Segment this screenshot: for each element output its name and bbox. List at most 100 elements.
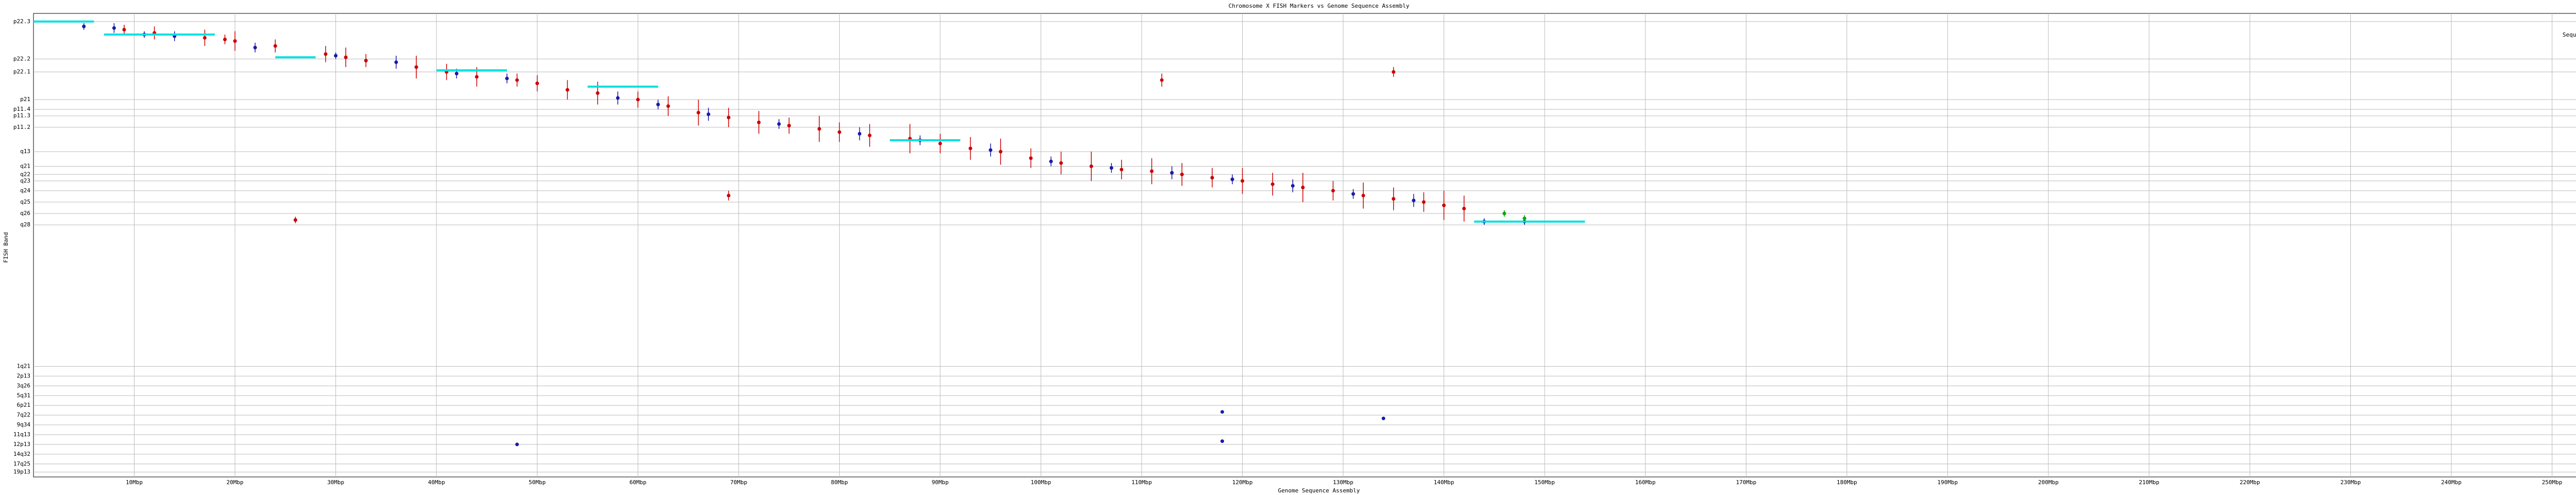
marker — [1230, 177, 1234, 182]
marker — [989, 148, 993, 152]
y-tick-label: p11.3 — [13, 112, 30, 119]
marker — [344, 55, 348, 59]
y-tick-label: p22.3 — [13, 18, 30, 25]
x-tick-label: 50Mbp — [529, 479, 546, 486]
marker — [253, 45, 257, 50]
marker — [697, 110, 701, 114]
marker — [1331, 189, 1335, 193]
marker — [202, 36, 207, 40]
x-tick-label: 130Mbp — [1333, 479, 1353, 486]
x-tick-label: 170Mbp — [1736, 479, 1756, 486]
marker — [817, 127, 821, 131]
marker — [414, 65, 418, 69]
x-tick-label: 140Mbp — [1434, 479, 1454, 486]
y-tick-label: 12p13 — [13, 441, 30, 448]
marker — [1291, 184, 1295, 188]
marker — [1220, 439, 1224, 443]
marker — [656, 103, 660, 107]
y-tick-label: 17q25 — [13, 460, 30, 467]
chart-title: Chromosome X FISH Markers vs Genome Sequ… — [1229, 3, 1410, 9]
marker — [112, 26, 116, 30]
x-tick-label: 10Mbp — [126, 479, 143, 486]
marker — [1160, 78, 1164, 82]
y-tick-label: 1q21 — [17, 363, 31, 370]
y-tick-label: q28 — [20, 221, 30, 228]
y-tick-label: 14q32 — [13, 451, 30, 457]
y-axis-label: FISH Band — [3, 232, 9, 263]
x-tick-label: 250Mbp — [2542, 479, 2563, 486]
y-tick-label: q13 — [20, 148, 30, 155]
marker — [726, 193, 731, 197]
y-tick-label: 9q34 — [17, 421, 31, 428]
x-tick-label: 230Mbp — [2341, 479, 2361, 486]
marker — [233, 39, 237, 43]
marker — [1412, 199, 1416, 203]
x-tick-label: 150Mbp — [1534, 479, 1555, 486]
marker — [1220, 410, 1224, 414]
y-tick-label: q22 — [20, 171, 30, 177]
marker — [334, 54, 338, 58]
marker — [223, 37, 227, 41]
y-tick-label: 19p13 — [13, 469, 30, 475]
marker — [1462, 207, 1466, 211]
y-tick-label: p22.1 — [13, 69, 30, 75]
y-tick-label: 6p21 — [17, 402, 31, 408]
marker — [474, 75, 479, 79]
marker — [857, 131, 861, 136]
y-tick-label: q25 — [20, 199, 30, 205]
x-tick-label: 120Mbp — [1232, 479, 1253, 486]
marker — [1150, 169, 1154, 173]
marker — [636, 97, 640, 102]
marker — [394, 60, 398, 64]
marker — [1049, 159, 1053, 163]
marker — [1180, 172, 1184, 176]
marker — [1442, 203, 1446, 207]
x-tick-label: 40Mbp — [428, 479, 445, 486]
marker — [1241, 179, 1245, 183]
span-line — [33, 20, 1585, 223]
marker — [1392, 70, 1396, 74]
y-tick-label: 7q22 — [17, 411, 31, 418]
marker — [1170, 171, 1174, 175]
marker — [1381, 416, 1385, 420]
x-tick-label: 80Mbp — [831, 479, 848, 486]
marker — [837, 130, 841, 134]
x-tick-label: 100Mbp — [1031, 479, 1052, 486]
marker — [505, 76, 509, 80]
y-tick-label: q23 — [20, 177, 30, 184]
x-tick-label: 110Mbp — [1131, 479, 1152, 486]
marker — [1522, 216, 1527, 220]
marker — [998, 150, 1003, 154]
marker — [1059, 161, 1063, 165]
y-tick-label: p11.2 — [13, 124, 30, 130]
marker — [1351, 192, 1355, 196]
marker — [1270, 182, 1275, 186]
marker — [82, 24, 86, 28]
marker — [777, 122, 781, 126]
marker — [1392, 197, 1396, 201]
marker — [273, 44, 277, 48]
marker — [324, 52, 328, 56]
marker — [293, 218, 297, 222]
plot-frame — [33, 13, 2576, 477]
y-tick-label: p22.2 — [13, 55, 30, 62]
x-tick-label: 180Mbp — [1837, 479, 1857, 486]
x-tick-label: 210Mbp — [2139, 479, 2160, 486]
marker — [364, 58, 368, 62]
marker — [1029, 156, 1033, 160]
x-tick-label: 160Mbp — [1635, 479, 1656, 486]
x-tick-label: 200Mbp — [2038, 479, 2059, 486]
marker — [1361, 193, 1365, 197]
x-tick-label: 60Mbp — [630, 479, 647, 486]
x-tick-label: 70Mbp — [730, 479, 747, 486]
marker — [454, 72, 459, 76]
marker — [666, 104, 670, 108]
marker — [1421, 200, 1426, 204]
y-tick-label: p11.4 — [13, 106, 30, 112]
y-tick-label: 2p13 — [17, 372, 31, 379]
x-tick-label: 30Mbp — [327, 479, 344, 486]
y-tick-label: q26 — [20, 210, 30, 217]
x-axis-label: Genome Sequence Assembly — [1278, 487, 1360, 494]
